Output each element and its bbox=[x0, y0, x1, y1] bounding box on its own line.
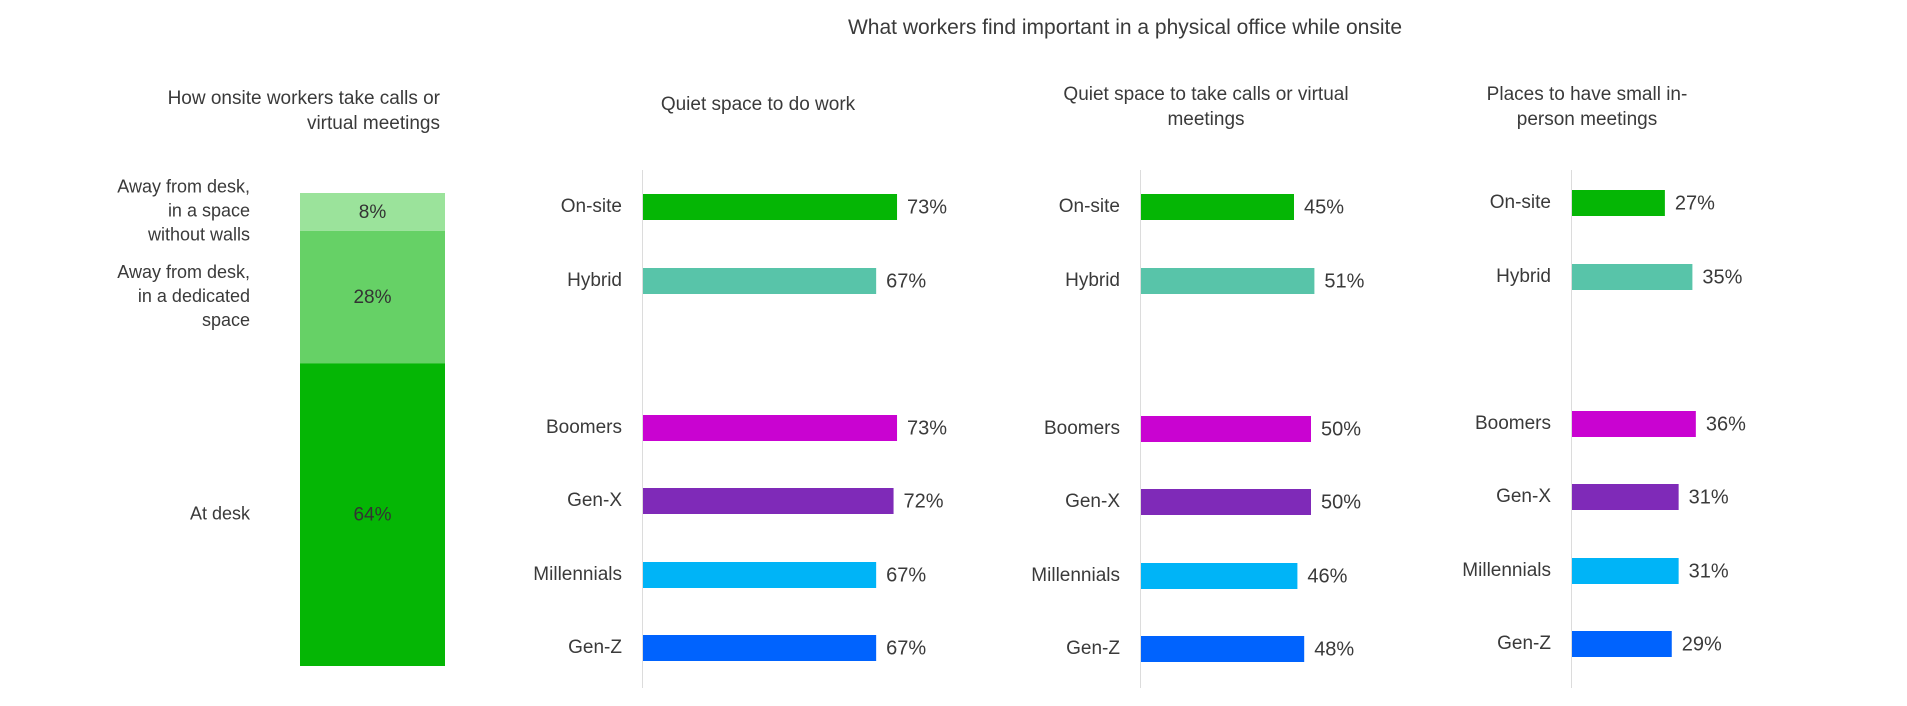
bar-1-0 bbox=[1141, 194, 1294, 220]
bar-1-1 bbox=[1141, 268, 1315, 294]
stacked-segment-value-2: 64% bbox=[353, 505, 391, 526]
bar-2-4 bbox=[1572, 558, 1679, 584]
data-label-0-2: 73% bbox=[907, 417, 947, 439]
category-label-2-3: Gen-X bbox=[1496, 486, 1551, 507]
panel-title-quiet-calls: Quiet space to take calls or virtual mee… bbox=[1063, 84, 1349, 130]
data-label-2-2: 36% bbox=[1706, 413, 1746, 435]
data-label-0-3: 72% bbox=[904, 490, 944, 512]
bar-0-1 bbox=[643, 268, 877, 294]
data-label-2-1: 35% bbox=[1702, 266, 1742, 288]
category-label-0-1: Hybrid bbox=[567, 270, 622, 291]
stacked-segment-label-0-1: in a space bbox=[168, 201, 250, 221]
category-label-2-2: Boomers bbox=[1475, 413, 1551, 434]
stacked-segment-value-1: 28% bbox=[353, 287, 391, 308]
stacked-segment-label-1-1: in a dedicated bbox=[138, 286, 250, 306]
stacked-segment-2 bbox=[300, 363, 445, 666]
bar-1-3 bbox=[1141, 489, 1311, 515]
bar-0-5 bbox=[643, 635, 877, 661]
data-label-1-3: 50% bbox=[1321, 491, 1361, 513]
data-label-1-5: 48% bbox=[1314, 638, 1354, 660]
category-label-2-4: Millennials bbox=[1462, 560, 1551, 581]
bar-2-1 bbox=[1572, 264, 1693, 290]
category-label-1-5: Gen-Z bbox=[1066, 638, 1120, 659]
category-label-0-0: On-site bbox=[561, 196, 622, 217]
data-label-0-1: 67% bbox=[886, 270, 926, 292]
data-label-2-5: 29% bbox=[1682, 633, 1722, 655]
category-label-2-0: On-site bbox=[1490, 192, 1551, 213]
category-label-1-2: Boomers bbox=[1044, 418, 1120, 439]
bar-1-5 bbox=[1141, 636, 1305, 662]
stacked-segment-label-0-0: Away from desk, bbox=[117, 177, 250, 197]
data-label-0-4: 67% bbox=[886, 564, 926, 586]
chart-title: What workers find important in a physica… bbox=[847, 16, 1403, 39]
data-label-2-3: 31% bbox=[1689, 486, 1729, 508]
bar-2-2 bbox=[1572, 411, 1696, 437]
data-label-2-4: 31% bbox=[1689, 560, 1729, 582]
category-label-1-0: On-site bbox=[1059, 196, 1120, 217]
category-label-1-3: Gen-X bbox=[1065, 491, 1120, 512]
category-label-2-1: Hybrid bbox=[1496, 266, 1551, 287]
category-label-0-4: Millennials bbox=[533, 564, 622, 585]
category-label-0-3: Gen-X bbox=[567, 490, 622, 511]
stacked-segment-1 bbox=[300, 230, 445, 364]
stacked-segment-label-1-0: Away from desk, bbox=[117, 262, 250, 282]
data-label-0-5: 67% bbox=[886, 637, 926, 659]
bar-1-2 bbox=[1141, 416, 1311, 442]
stacked-segment-label-1-2: space bbox=[202, 310, 250, 330]
category-label-1-1: Hybrid bbox=[1065, 270, 1120, 291]
data-label-1-2: 50% bbox=[1321, 418, 1361, 440]
data-label-1-0: 45% bbox=[1304, 196, 1344, 218]
stacked-segment-value-0: 8% bbox=[359, 202, 387, 223]
bar-2-5 bbox=[1572, 631, 1672, 657]
bar-0-4 bbox=[643, 562, 877, 588]
bar-2-3 bbox=[1572, 484, 1679, 510]
data-label-1-1: 51% bbox=[1324, 270, 1364, 292]
data-label-2-0: 27% bbox=[1675, 192, 1715, 214]
stacked-segment-label-2-0: At desk bbox=[190, 503, 251, 523]
category-label-1-4: Millennials bbox=[1031, 565, 1120, 586]
stacked-segment-0 bbox=[300, 193, 445, 231]
panel-title-quiet-work: Quiet space to do work bbox=[660, 94, 856, 115]
bar-0-3 bbox=[643, 488, 894, 514]
data-label-1-4: 46% bbox=[1307, 565, 1347, 587]
bar-0-2 bbox=[643, 415, 898, 441]
stacked-bar-title: How onsite workers take calls or virtual… bbox=[167, 88, 440, 134]
stacked-segment-label-0-2: without walls bbox=[147, 225, 250, 245]
data-label-0-0: 73% bbox=[907, 196, 947, 218]
category-label-0-5: Gen-Z bbox=[568, 637, 622, 658]
category-label-0-2: Boomers bbox=[546, 417, 622, 438]
bar-2-0 bbox=[1572, 190, 1665, 216]
bar-0-0 bbox=[643, 194, 898, 220]
category-label-2-5: Gen-Z bbox=[1497, 633, 1551, 654]
panel-title-small-meetings: Places to have small in-person meetings bbox=[1486, 84, 1688, 130]
bar-1-4 bbox=[1141, 563, 1298, 589]
